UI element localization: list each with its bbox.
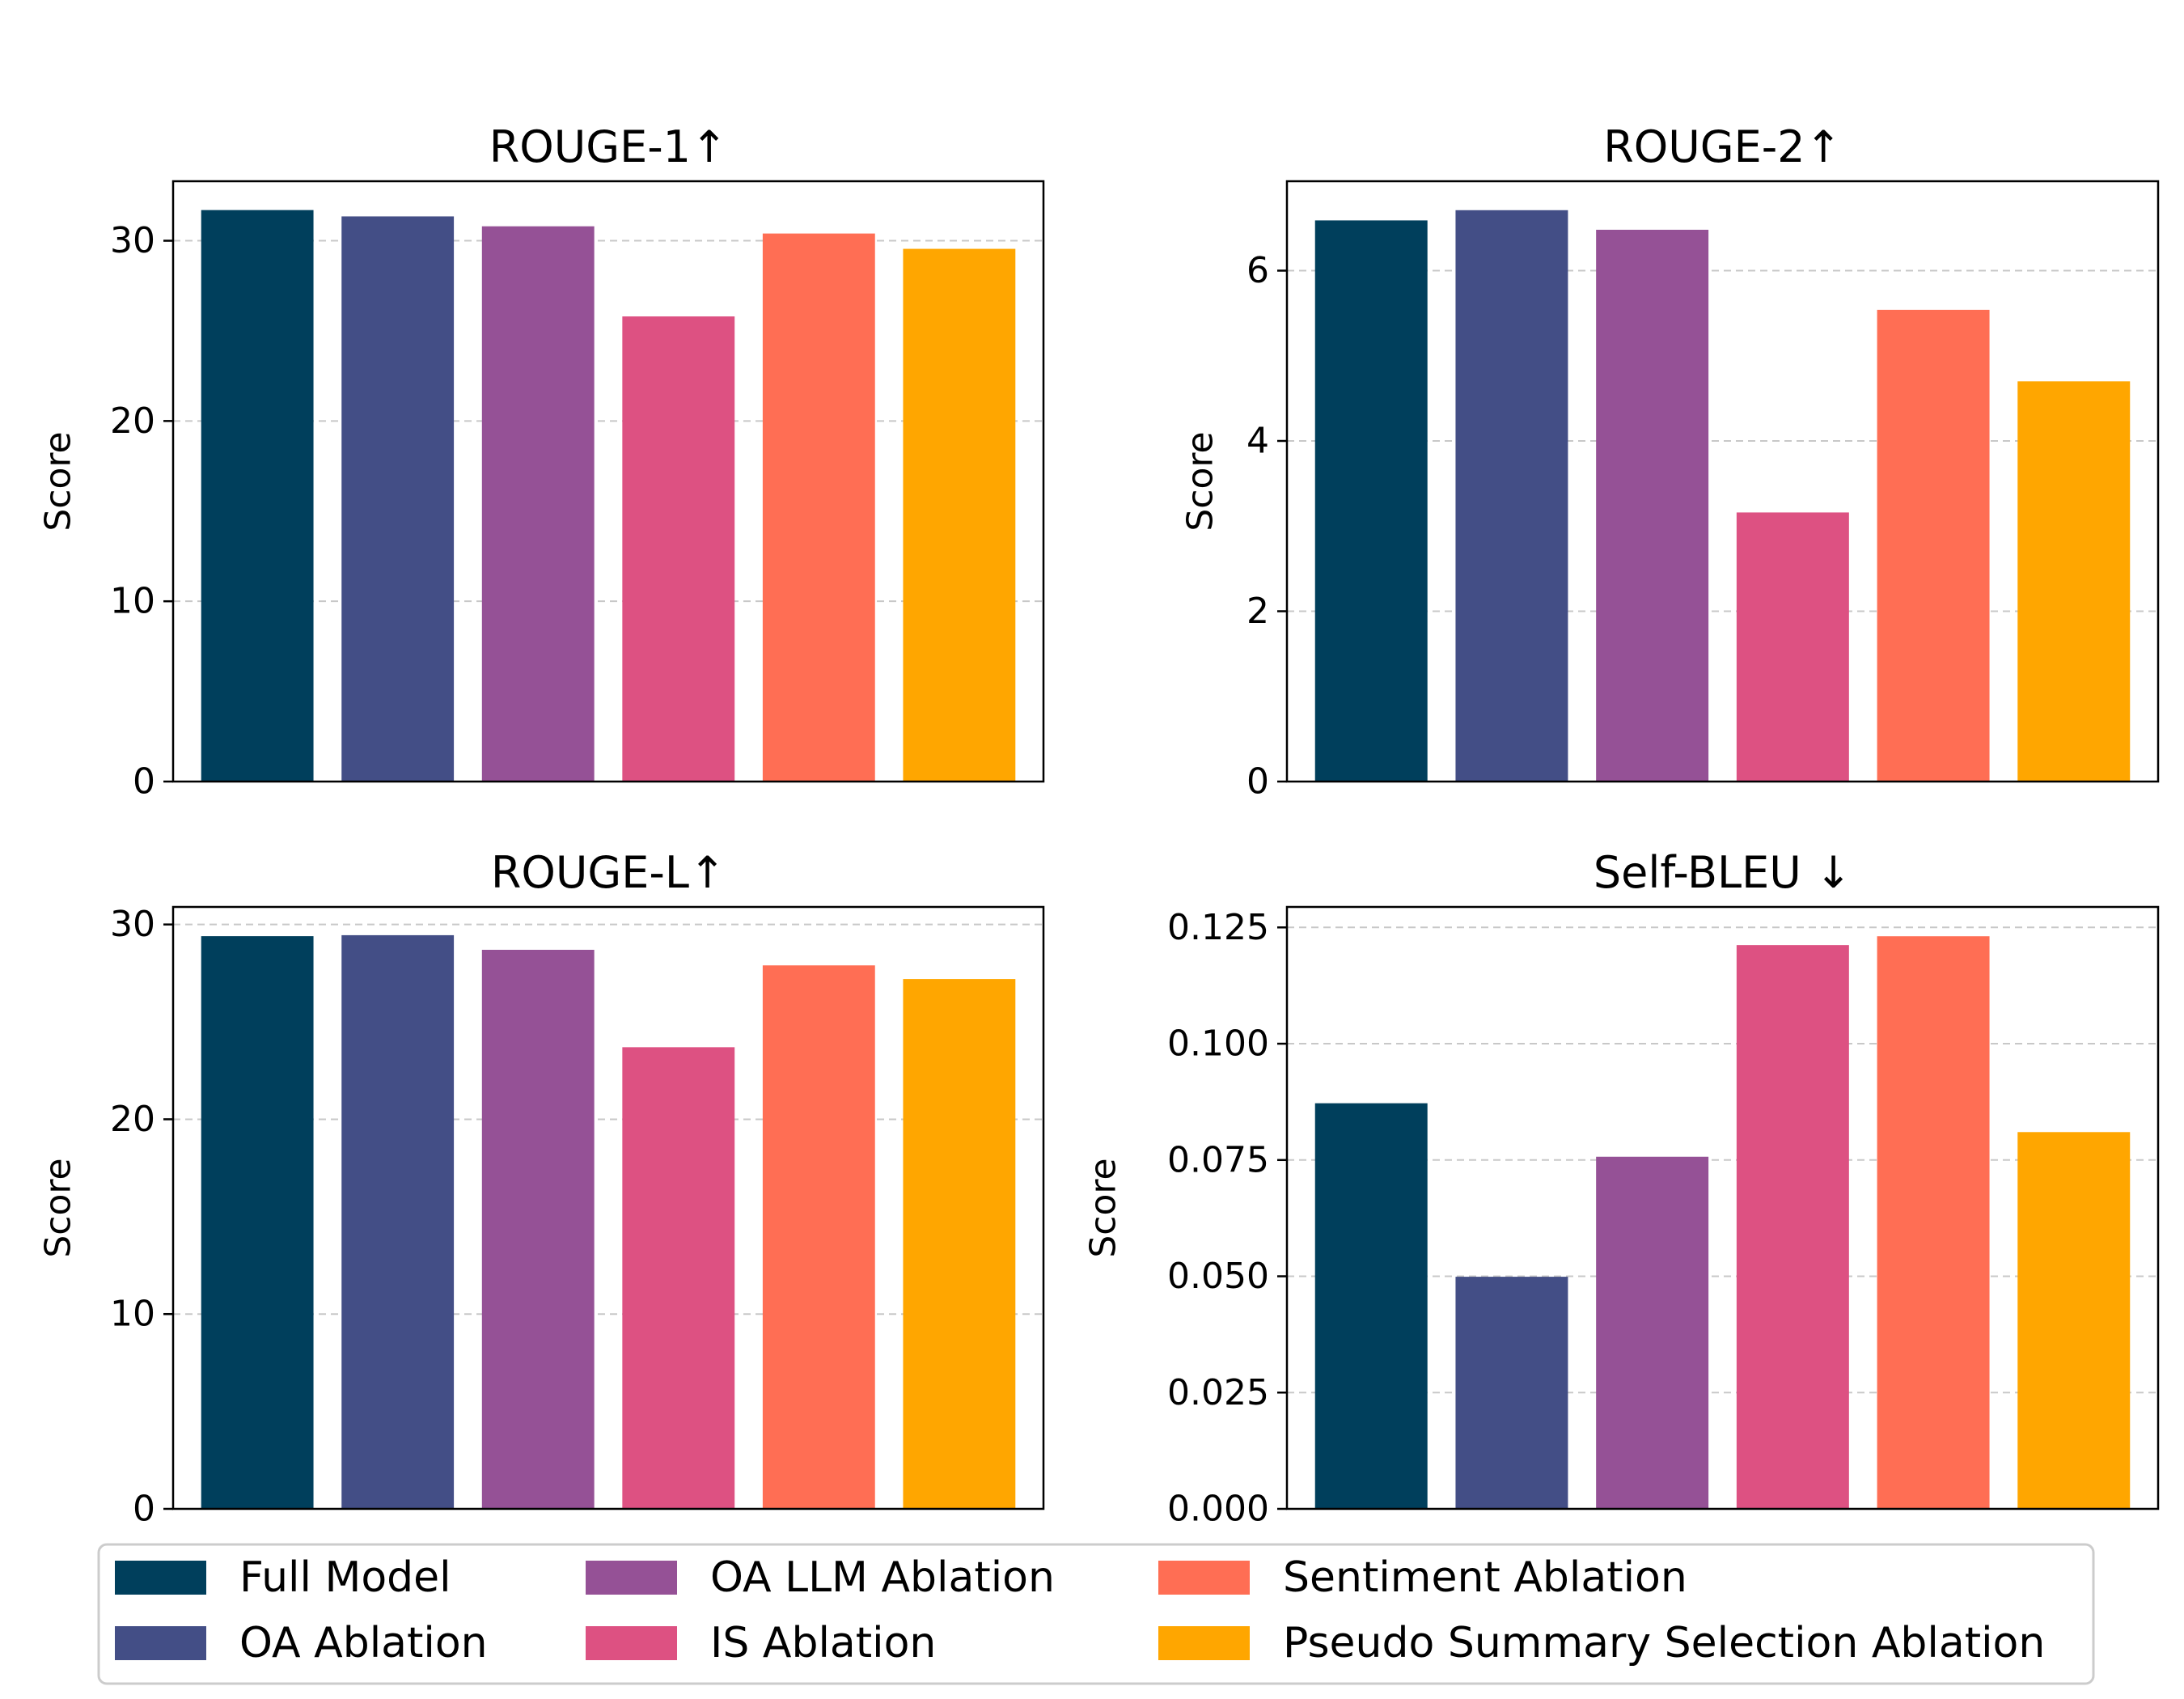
- legend-item: IS Ablation: [586, 1619, 936, 1667]
- bar-oa-llm-ablation: [1596, 229, 1709, 782]
- y-tick-label: 0.025: [1167, 1372, 1269, 1413]
- legend-item: OA LLM Ablation: [586, 1553, 1055, 1602]
- y-axis-label: Score: [38, 1158, 79, 1257]
- bar-pseudo-summary-selection-ablation: [903, 979, 1016, 1509]
- y-axis-label: Score: [38, 431, 79, 531]
- bar-is-ablation: [622, 1047, 735, 1509]
- legend-item: Full Model: [115, 1553, 451, 1602]
- legend-label: Full Model: [239, 1553, 451, 1602]
- bar-full-model: [201, 936, 314, 1509]
- legend-item: Pseudo Summary Selection Ablation: [1158, 1619, 2045, 1667]
- bar-oa-llm-ablation: [481, 226, 595, 782]
- bar-sentiment-ablation: [762, 233, 875, 782]
- y-tick-label: 30: [110, 220, 155, 261]
- bar-is-ablation: [622, 316, 735, 782]
- bar-oa-ablation: [1455, 1277, 1568, 1509]
- y-tick-label: 0.100: [1167, 1023, 1269, 1065]
- bar-oa-ablation: [341, 934, 455, 1509]
- y-tick-label: 30: [110, 904, 155, 945]
- axes-frame: [171, 180, 1045, 783]
- y-axis-label: Score: [1180, 431, 1221, 531]
- bar-full-model: [201, 210, 314, 782]
- panel-2: 0 2 4 6 ROUGE-2↑ Score: [1180, 121, 2160, 803]
- panel-title: ROUGE-L↑: [491, 847, 726, 898]
- legend-label: OA LLM Ablation: [710, 1553, 1055, 1602]
- panel-title: ROUGE-2↑: [1603, 121, 1842, 172]
- bar-pseudo-summary-selection-ablation: [2017, 1132, 2131, 1509]
- y-tick-label: 10: [110, 581, 155, 622]
- y-tick-label: 0.000: [1167, 1489, 1269, 1530]
- legend-item: Sentiment Ablation: [1158, 1553, 1687, 1602]
- y-tick-label: 0: [133, 1489, 155, 1530]
- y-tick-label: 6: [1246, 250, 1269, 291]
- y-tick-label: 0.075: [1167, 1139, 1269, 1180]
- panel-title: ROUGE-1↑: [489, 121, 728, 172]
- bar-oa-ablation: [341, 216, 455, 782]
- bar-oa-llm-ablation: [481, 949, 595, 1509]
- legend-swatch: [1158, 1626, 1250, 1660]
- axes-frame: [171, 905, 1045, 1510]
- axes-frame: [1285, 180, 2160, 783]
- legend-swatch: [115, 1626, 206, 1660]
- legend-label: Pseudo Summary Selection Ablation: [1283, 1619, 2045, 1667]
- axes-frame: [1285, 905, 2160, 1510]
- bar-oa-ablation: [1455, 210, 1568, 782]
- y-tick-label: 2: [1246, 591, 1269, 632]
- y-tick-label: 0.050: [1167, 1256, 1269, 1297]
- bar-pseudo-summary-selection-ablation: [903, 248, 1016, 782]
- y-tick-label: 10: [110, 1294, 155, 1335]
- y-axis-label: Score: [1083, 1158, 1124, 1257]
- legend: Full Model OA Ablation OA LLM Ablation IS A…: [97, 1543, 2095, 1685]
- legend-label: Sentiment Ablation: [1283, 1553, 1687, 1602]
- bar-is-ablation: [1736, 512, 1849, 782]
- bar-sentiment-ablation: [1877, 936, 1990, 1509]
- legend-swatch: [586, 1561, 677, 1595]
- panel-title: Self-BLEU ↓: [1594, 847, 1852, 898]
- y-tick-label: 0: [1246, 761, 1269, 803]
- panel-4: 0.000 0.025 0.050 0.075 0.100 0.125 Self-BLEU …: [1083, 847, 2160, 1530]
- legend-label: OA Ablation: [239, 1619, 488, 1667]
- legend-label: IS Ablation: [710, 1619, 936, 1667]
- panel-3: 0 10 20 30 ROUGE-L↑ Score: [38, 847, 1045, 1530]
- bar-full-model: [1314, 1103, 1428, 1509]
- legend-item: OA Ablation: [115, 1619, 488, 1667]
- y-tick-label: 0.125: [1167, 907, 1269, 948]
- legend-swatch: [1158, 1561, 1250, 1595]
- bar-sentiment-ablation: [1877, 309, 1990, 782]
- bar-pseudo-summary-selection-ablation: [2017, 381, 2131, 782]
- bar-full-model: [1314, 220, 1428, 782]
- y-tick-label: 20: [110, 400, 155, 442]
- legend-swatch: [586, 1626, 677, 1660]
- bar-sentiment-ablation: [762, 965, 875, 1509]
- y-tick-label: 20: [110, 1099, 155, 1140]
- legend-swatch: [115, 1561, 206, 1595]
- bar-oa-llm-ablation: [1596, 1156, 1709, 1509]
- y-tick-label: 0: [133, 761, 155, 803]
- panel-1: 0 10 20 30 ROUGE-1↑ Score: [38, 121, 1045, 803]
- bar-is-ablation: [1736, 945, 1849, 1509]
- y-tick-label: 4: [1246, 421, 1269, 462]
